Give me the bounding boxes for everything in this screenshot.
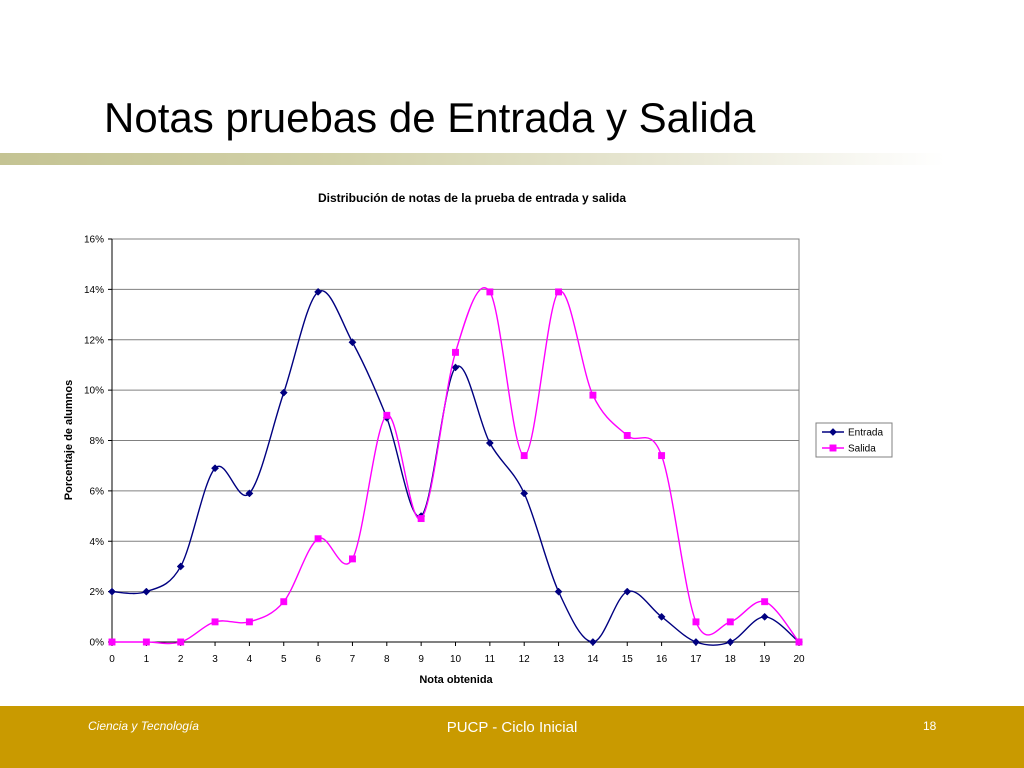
- x-tick-label: 6: [315, 654, 321, 665]
- data-point-salida: [280, 598, 288, 606]
- y-tick-label: 16%: [84, 235, 104, 246]
- x-tick-label: 5: [281, 654, 287, 665]
- x-tick-label: 19: [759, 654, 771, 665]
- x-tick-label: 0: [109, 654, 115, 665]
- y-tick-label: 14%: [84, 285, 104, 296]
- data-point-entrada: [176, 562, 185, 571]
- y-tick-label: 2%: [90, 587, 105, 598]
- data-point-salida: [589, 391, 597, 399]
- data-point-entrada: [142, 587, 151, 596]
- data-point-salida: [555, 288, 562, 296]
- y-tick-label: 12%: [84, 335, 104, 346]
- data-point-salida: [452, 348, 459, 356]
- y-tick-label: 6%: [90, 486, 105, 497]
- x-tick-label: 15: [622, 654, 634, 665]
- data-point-entrada: [623, 587, 632, 596]
- x-tick-label: 9: [418, 654, 424, 665]
- y-tick-label: 4%: [90, 537, 105, 548]
- x-tick-label: 4: [247, 654, 253, 665]
- slide-title: Notas pruebas de Entrada y Salida: [104, 94, 756, 141]
- data-point-salida: [177, 638, 185, 646]
- slide-number: 18: [923, 719, 937, 733]
- legend: Entrada Salida: [815, 422, 893, 458]
- data-point-entrada: [211, 464, 220, 473]
- data-point-salida: [520, 452, 528, 460]
- data-point-entrada: [348, 338, 357, 347]
- data-point-salida: [142, 638, 150, 646]
- legend-marker: [829, 428, 837, 436]
- legend-marker: [829, 444, 837, 452]
- data-point-entrada: [485, 439, 494, 447]
- x-tick-label: 3: [212, 654, 218, 665]
- data-point-salida: [349, 555, 356, 563]
- x-tick-label: 12: [519, 654, 531, 665]
- footer-bar: Ciencia y Tecnología PUCP - Ciclo Inicia…: [0, 706, 1024, 768]
- x-tick-label: 1: [144, 654, 150, 665]
- y-tick-label: 0%: [90, 638, 105, 649]
- data-point-entrada: [588, 638, 597, 646]
- data-point-entrada: [108, 587, 116, 596]
- series-salida: [108, 287, 803, 646]
- data-point-entrada: [279, 388, 288, 397]
- data-point-entrada: [451, 363, 460, 372]
- x-axis-label: Nota obtenida: [419, 674, 493, 686]
- footer-course-label: Ciencia y Tecnología: [88, 719, 199, 733]
- data-point-entrada: [554, 587, 563, 596]
- legend-box: [815, 422, 893, 458]
- footer-institution: PUCP - Ciclo Inicial: [446, 719, 578, 736]
- data-point-salida: [417, 515, 425, 523]
- x-tick-label: 7: [350, 654, 356, 665]
- x-tick-label: 10: [450, 654, 462, 665]
- gridlines: [112, 288, 799, 593]
- series-layer: [108, 287, 803, 646]
- legend-label: Salida: [848, 444, 876, 455]
- y-tick-label: 8%: [90, 436, 105, 447]
- data-point-entrada: [657, 612, 666, 621]
- x-tick-label: 16: [656, 654, 668, 665]
- data-point-entrada: [314, 287, 323, 296]
- x-tick-label: 13: [553, 654, 565, 665]
- y-tick-label: 10%: [84, 386, 104, 397]
- data-point-entrada: [245, 489, 254, 498]
- data-point-salida: [623, 432, 631, 439]
- x-tick-label: 17: [690, 654, 702, 665]
- x-tick-label: 8: [384, 654, 390, 665]
- line-chart: Distribución de notas de la prueba de en…: [63, 191, 893, 686]
- data-point-salida: [383, 411, 391, 419]
- data-point-salida: [726, 618, 734, 626]
- x-tick-label: 18: [725, 654, 737, 665]
- chart-title: Distribución de notas de la prueba de en…: [318, 191, 626, 205]
- legend-label: Entrada: [848, 428, 883, 439]
- x-tick-label: 14: [587, 654, 599, 665]
- data-point-salida: [486, 288, 494, 296]
- data-point-entrada: [520, 489, 529, 498]
- data-point-salida: [245, 618, 253, 626]
- title-underline-rule: [0, 153, 945, 165]
- data-point-salida: [211, 618, 219, 626]
- axes: 0%2%4%6%8%10%12%14%16%0 1 2 3 4 5 6 7 8 9 10 11 12 13…: [84, 235, 805, 666]
- data-point-salida: [761, 598, 769, 606]
- x-tick-label: 20: [793, 654, 805, 665]
- data-point-salida: [692, 618, 700, 626]
- data-point-entrada: [726, 638, 735, 646]
- x-tick-label: 2: [178, 654, 184, 665]
- data-point-salida: [314, 535, 322, 543]
- data-point-entrada: [691, 638, 700, 646]
- y-axis-label: Porcentaje de alumnos: [63, 380, 75, 500]
- data-point-salida: [795, 638, 803, 646]
- data-point-entrada: [760, 612, 769, 621]
- x-tick-label: 11: [485, 654, 496, 665]
- data-point-salida: [108, 638, 116, 646]
- data-point-salida: [658, 452, 666, 460]
